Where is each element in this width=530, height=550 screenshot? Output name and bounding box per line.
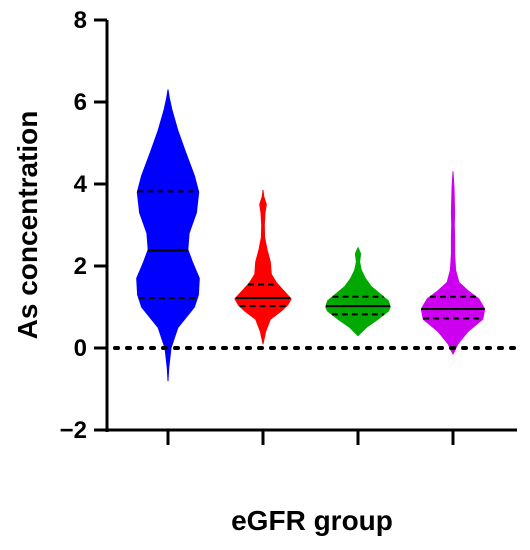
- y-tick-label: 4: [74, 171, 88, 198]
- violin-body: [325, 247, 391, 337]
- violin-body: [136, 89, 200, 382]
- y-axis-title: As concentration: [12, 111, 43, 340]
- violin-body: [234, 189, 292, 345]
- violin-1: [136, 89, 200, 382]
- y-tick-label: 2: [74, 253, 87, 280]
- y-axis: −2 0 2 4 6 8: [60, 7, 109, 444]
- x-axis-title: eGFR group: [231, 505, 393, 536]
- violin-body: [420, 171, 486, 355]
- y-tick-label: 8: [74, 7, 87, 34]
- y-tick-label: 0: [74, 335, 87, 362]
- violin-2: [234, 189, 292, 345]
- x-axis: [105, 428, 517, 445]
- violin-4: [420, 171, 486, 355]
- y-tick-label: −2: [60, 417, 87, 444]
- violin-3: [325, 247, 391, 337]
- y-tick-label: 6: [74, 89, 87, 116]
- violin-group-layer: [136, 89, 486, 382]
